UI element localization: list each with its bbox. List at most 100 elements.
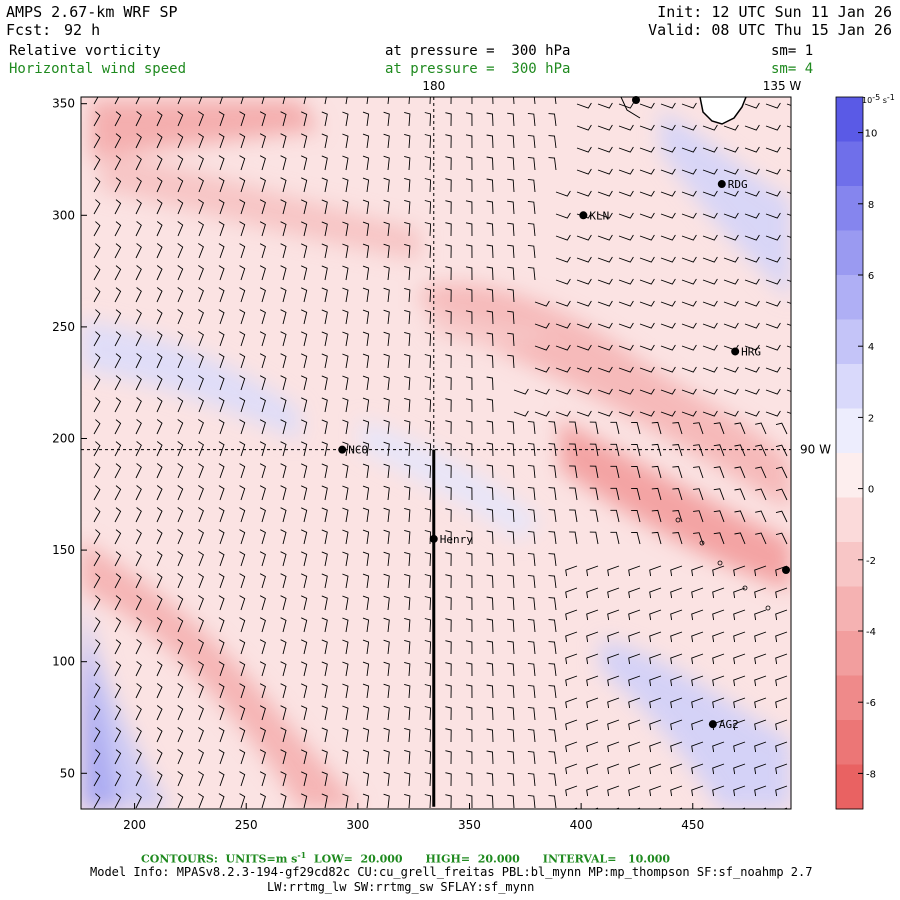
wind-barb bbox=[342, 617, 349, 633]
wind-barb bbox=[362, 353, 370, 369]
colorbar-tick-label: -6 bbox=[866, 698, 876, 709]
wind-barb bbox=[465, 288, 473, 303]
wind-barb bbox=[156, 507, 163, 523]
wind-barb bbox=[775, 763, 788, 775]
wind-barb bbox=[93, 155, 101, 171]
wind-barb bbox=[527, 222, 536, 237]
wind-barb bbox=[744, 410, 760, 417]
wind-barb bbox=[342, 551, 349, 567]
wind-barb bbox=[321, 485, 328, 501]
wind-barb bbox=[628, 565, 641, 577]
wind-barb bbox=[576, 256, 592, 263]
wind-barb bbox=[93, 485, 101, 501]
wind-barb bbox=[177, 221, 184, 237]
wind-barb bbox=[114, 419, 122, 435]
wind-barb bbox=[342, 133, 349, 149]
wind-barb bbox=[362, 199, 370, 215]
wind-barb bbox=[362, 309, 370, 325]
vorticity-patch bbox=[430, 300, 560, 345]
wind-barb bbox=[156, 419, 163, 435]
wind-barb bbox=[424, 442, 432, 457]
wind-barb bbox=[712, 697, 725, 709]
wind-barb bbox=[383, 287, 390, 303]
wind-barb bbox=[465, 794, 473, 809]
wind-barb bbox=[533, 97, 536, 105]
field1-level: at pressure = 300 hPa bbox=[385, 43, 571, 59]
wind-barb bbox=[465, 134, 473, 149]
colorbar-tick-label: 8 bbox=[868, 200, 874, 211]
wind-barb bbox=[744, 190, 760, 197]
wind-barb bbox=[507, 244, 515, 259]
wind-barb bbox=[280, 485, 287, 501]
wind-barb bbox=[775, 653, 788, 665]
vorticity-patch bbox=[90, 100, 320, 160]
wind-barb bbox=[218, 595, 225, 611]
wind-barb bbox=[404, 617, 411, 633]
wind-barb bbox=[712, 565, 725, 577]
wind-barb bbox=[713, 488, 725, 501]
wind-barb bbox=[507, 750, 515, 765]
wind-barb bbox=[93, 573, 101, 589]
wind-barb bbox=[548, 421, 557, 435]
wind-barb bbox=[445, 112, 452, 127]
colorbar-unit: 10-5 s-1 bbox=[862, 93, 895, 105]
wind-barb bbox=[301, 551, 308, 567]
wind-barb bbox=[198, 639, 204, 655]
wind-barb bbox=[342, 441, 349, 457]
wind-barb bbox=[362, 441, 370, 457]
x-tick-label: 300 bbox=[346, 818, 369, 832]
wind-barb bbox=[239, 529, 246, 545]
wind-barb bbox=[639, 278, 655, 285]
wind-barb bbox=[755, 422, 767, 435]
wind-barb bbox=[712, 609, 725, 621]
wind-barb bbox=[507, 618, 515, 633]
wind-barb bbox=[198, 133, 204, 149]
wind-barb bbox=[744, 388, 760, 395]
wind-barb bbox=[445, 618, 452, 633]
wind-barb bbox=[639, 212, 655, 219]
wind-barb bbox=[135, 419, 142, 435]
wind-barb bbox=[733, 719, 746, 731]
wind-barb bbox=[465, 552, 473, 567]
wind-barb bbox=[93, 529, 101, 545]
wind-barb bbox=[775, 785, 788, 797]
wind-barb bbox=[465, 442, 473, 457]
wind-barb bbox=[618, 388, 634, 395]
field2-level: at pressure = 300 hPa bbox=[385, 61, 571, 77]
wind-barb bbox=[321, 397, 328, 413]
wind-barb bbox=[597, 388, 613, 395]
wind-barb bbox=[486, 618, 494, 633]
wind-barb bbox=[342, 155, 349, 171]
wind-barb bbox=[702, 146, 718, 153]
wind-barb bbox=[628, 785, 641, 797]
wind-barb bbox=[198, 265, 204, 281]
wind-barb bbox=[301, 221, 308, 237]
wind-barb bbox=[723, 256, 739, 263]
wind-barb bbox=[527, 244, 536, 259]
wind-barb bbox=[576, 102, 592, 109]
wind-barb bbox=[733, 785, 746, 797]
wind-barb bbox=[733, 741, 746, 753]
wind-barb bbox=[681, 366, 697, 373]
wind-barb bbox=[639, 190, 655, 197]
wind-barb bbox=[507, 530, 515, 545]
calm-marker bbox=[699, 540, 705, 546]
wind-barb bbox=[597, 256, 613, 263]
wind-barb bbox=[631, 509, 641, 523]
wind-barb bbox=[177, 683, 184, 699]
wind-barb bbox=[301, 573, 308, 589]
wind-barb bbox=[404, 111, 411, 127]
wind-barb bbox=[280, 617, 287, 633]
map-overlay: KLN RDG HRG NCO Henry AG2 bbox=[81, 96, 791, 807]
wind-barb bbox=[362, 617, 370, 633]
wind-barb bbox=[177, 199, 184, 215]
wind-barb bbox=[548, 751, 557, 765]
colorbar-swatch bbox=[836, 141, 863, 187]
wind-barb bbox=[660, 278, 676, 285]
wind-barb bbox=[672, 488, 683, 501]
wind-barb bbox=[135, 551, 142, 567]
wind-barb bbox=[723, 124, 739, 131]
wind-barb bbox=[198, 793, 204, 809]
wind-barb bbox=[672, 422, 683, 435]
